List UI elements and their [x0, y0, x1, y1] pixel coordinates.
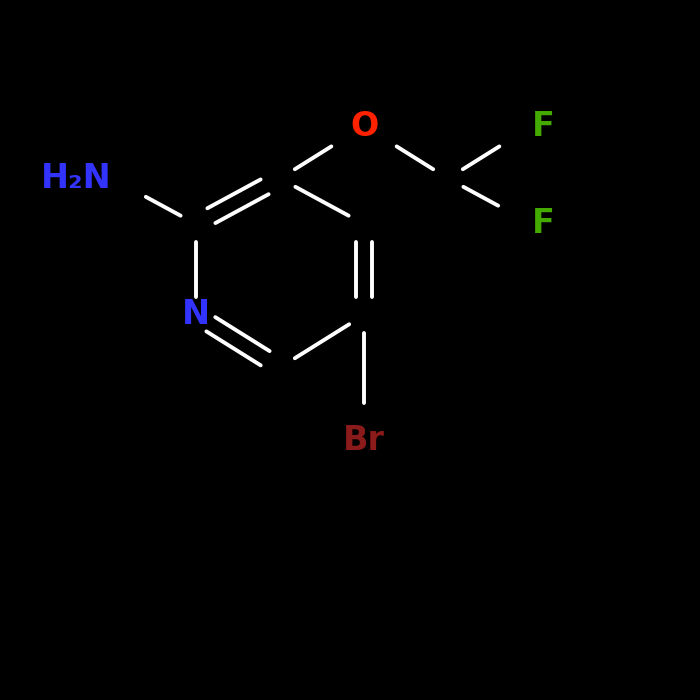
Text: N: N	[182, 298, 210, 332]
Text: O: O	[350, 109, 378, 143]
Text: F: F	[532, 207, 555, 241]
Text: F: F	[532, 109, 555, 143]
Text: Br: Br	[343, 424, 385, 458]
Text: H₂N: H₂N	[41, 162, 112, 195]
